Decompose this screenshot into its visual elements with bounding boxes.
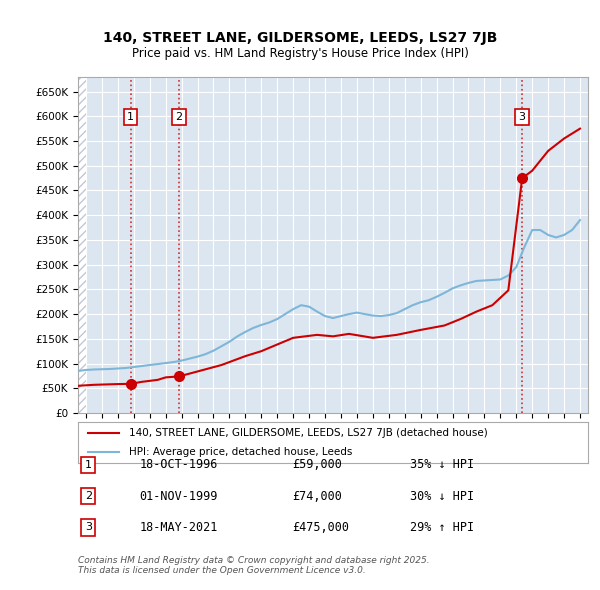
Text: 30% ↓ HPI: 30% ↓ HPI — [409, 490, 473, 503]
Text: 01-NOV-1999: 01-NOV-1999 — [139, 490, 218, 503]
Text: HPI: Average price, detached house, Leeds: HPI: Average price, detached house, Leed… — [129, 447, 352, 457]
Text: 18-OCT-1996: 18-OCT-1996 — [139, 458, 218, 471]
Text: 3: 3 — [85, 522, 92, 532]
Text: 3: 3 — [518, 112, 526, 122]
Text: 18-MAY-2021: 18-MAY-2021 — [139, 521, 218, 534]
Text: 140, STREET LANE, GILDERSOME, LEEDS, LS27 7JB (detached house): 140, STREET LANE, GILDERSOME, LEEDS, LS2… — [129, 428, 488, 438]
Text: 1: 1 — [127, 112, 134, 122]
Text: £59,000: £59,000 — [292, 458, 342, 471]
Text: 2: 2 — [175, 112, 182, 122]
Text: £74,000: £74,000 — [292, 490, 342, 503]
Text: 140, STREET LANE, GILDERSOME, LEEDS, LS27 7JB: 140, STREET LANE, GILDERSOME, LEEDS, LS2… — [103, 31, 497, 45]
Text: 1: 1 — [85, 460, 92, 470]
Text: 2: 2 — [85, 491, 92, 501]
Bar — [78, 77, 86, 413]
Text: Contains HM Land Registry data © Crown copyright and database right 2025.
This d: Contains HM Land Registry data © Crown c… — [78, 556, 430, 575]
Text: Price paid vs. HM Land Registry's House Price Index (HPI): Price paid vs. HM Land Registry's House … — [131, 47, 469, 60]
Text: £475,000: £475,000 — [292, 521, 349, 534]
Text: 29% ↑ HPI: 29% ↑ HPI — [409, 521, 473, 534]
Text: 35% ↓ HPI: 35% ↓ HPI — [409, 458, 473, 471]
